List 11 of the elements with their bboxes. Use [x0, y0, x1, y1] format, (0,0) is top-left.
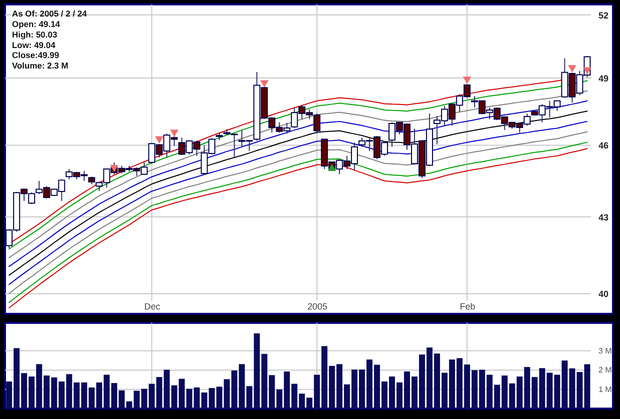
y-tick-label: 46 [598, 140, 609, 151]
y-tick-label: 49 [598, 74, 609, 84]
point [583, 67, 592, 75]
y-tick-label: 43 [598, 212, 609, 222]
bar [164, 370, 170, 409]
y-tick-label: 40 [598, 289, 609, 300]
y-tick-label: 52 [598, 10, 609, 20]
point [568, 65, 576, 72]
y-tick-label: 2 M [598, 366, 612, 375]
y-tick-label: 3 M [598, 346, 612, 356]
y-tick-label: 1 M [598, 384, 612, 394]
